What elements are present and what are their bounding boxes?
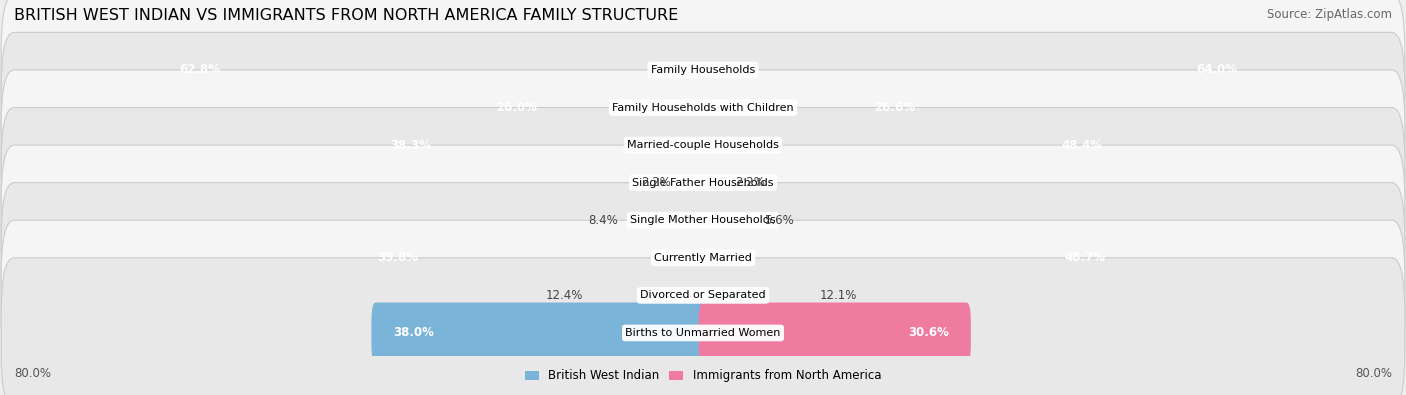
Text: 8.4%: 8.4% xyxy=(588,214,617,227)
FancyBboxPatch shape xyxy=(1,145,1405,295)
Text: 39.8%: 39.8% xyxy=(377,251,419,264)
FancyBboxPatch shape xyxy=(1,258,1405,395)
FancyBboxPatch shape xyxy=(679,152,707,213)
Text: 48.4%: 48.4% xyxy=(1062,139,1102,152)
Text: 12.1%: 12.1% xyxy=(820,289,858,302)
FancyBboxPatch shape xyxy=(1,70,1405,220)
Text: 26.0%: 26.0% xyxy=(496,101,537,114)
Text: Divorced or Separated: Divorced or Separated xyxy=(640,290,766,300)
Legend: British West Indian, Immigrants from North America: British West Indian, Immigrants from Nor… xyxy=(520,365,886,387)
Text: 2.2%: 2.2% xyxy=(641,176,671,189)
FancyBboxPatch shape xyxy=(368,115,707,175)
FancyBboxPatch shape xyxy=(699,303,970,363)
FancyBboxPatch shape xyxy=(699,190,755,251)
Text: Family Households: Family Households xyxy=(651,65,755,75)
Text: 5.6%: 5.6% xyxy=(763,214,794,227)
FancyBboxPatch shape xyxy=(626,190,707,251)
FancyBboxPatch shape xyxy=(699,77,936,138)
FancyBboxPatch shape xyxy=(699,265,811,326)
Text: Family Households with Children: Family Households with Children xyxy=(612,103,794,113)
Text: Currently Married: Currently Married xyxy=(654,253,752,263)
Text: 12.4%: 12.4% xyxy=(546,289,583,302)
FancyBboxPatch shape xyxy=(356,228,707,288)
Text: Single Father Households: Single Father Households xyxy=(633,178,773,188)
FancyBboxPatch shape xyxy=(371,303,707,363)
Text: 62.8%: 62.8% xyxy=(180,64,221,77)
FancyBboxPatch shape xyxy=(699,152,727,213)
Text: 48.7%: 48.7% xyxy=(1064,251,1105,264)
FancyBboxPatch shape xyxy=(1,220,1405,371)
Text: 26.6%: 26.6% xyxy=(875,101,915,114)
FancyBboxPatch shape xyxy=(699,115,1125,175)
FancyBboxPatch shape xyxy=(1,32,1405,182)
Text: Married-couple Households: Married-couple Households xyxy=(627,140,779,150)
FancyBboxPatch shape xyxy=(475,77,707,138)
Text: Source: ZipAtlas.com: Source: ZipAtlas.com xyxy=(1267,8,1392,21)
Text: 80.0%: 80.0% xyxy=(1355,367,1392,380)
FancyBboxPatch shape xyxy=(157,40,707,100)
Text: 64.0%: 64.0% xyxy=(1197,64,1237,77)
FancyBboxPatch shape xyxy=(1,107,1405,258)
Text: 38.0%: 38.0% xyxy=(394,326,434,339)
FancyBboxPatch shape xyxy=(699,228,1126,288)
FancyBboxPatch shape xyxy=(1,182,1405,333)
Text: 80.0%: 80.0% xyxy=(14,367,51,380)
Text: 30.6%: 30.6% xyxy=(908,326,949,339)
Text: BRITISH WEST INDIAN VS IMMIGRANTS FROM NORTH AMERICA FAMILY STRUCTURE: BRITISH WEST INDIAN VS IMMIGRANTS FROM N… xyxy=(14,8,678,23)
FancyBboxPatch shape xyxy=(592,265,707,326)
Text: Births to Unmarried Women: Births to Unmarried Women xyxy=(626,328,780,338)
FancyBboxPatch shape xyxy=(699,40,1258,100)
Text: 38.3%: 38.3% xyxy=(391,139,432,152)
Text: 2.2%: 2.2% xyxy=(735,176,765,189)
FancyBboxPatch shape xyxy=(1,0,1405,145)
Text: Single Mother Households: Single Mother Households xyxy=(630,215,776,225)
